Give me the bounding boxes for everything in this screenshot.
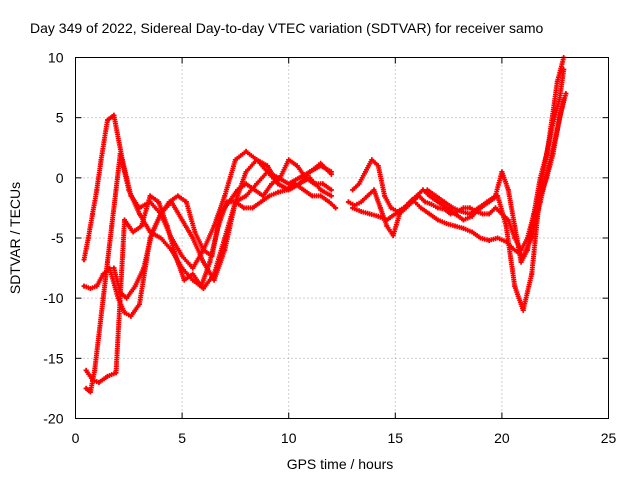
series-trace (111, 157, 334, 301)
x-tick-label: 15 (388, 430, 404, 446)
series-sat-i (424, 67, 567, 265)
series-sat-e (111, 157, 334, 301)
series-sat-f (350, 55, 567, 313)
y-tick-label: 5 (56, 110, 64, 126)
chart-title: Day 349 of 2022, Sidereal Day-to-day VTE… (30, 20, 543, 36)
x-tick-label: 5 (178, 430, 186, 446)
series-trace (83, 181, 339, 385)
series-trace (424, 67, 567, 265)
y-tick-label: -10 (43, 290, 63, 306)
series-sat-d (83, 181, 339, 385)
y-tick-label: 0 (56, 170, 64, 186)
x-axis-label: GPS time / hours (287, 456, 394, 472)
data-marks (81, 55, 569, 395)
x-tick-label: 25 (601, 430, 617, 446)
series-sat-h (350, 97, 567, 259)
y-axis: -20 -15 -10 -5 0 5 10 (43, 50, 609, 427)
x-tick-label: 0 (72, 430, 80, 446)
x-axis: 0 5 10 15 20 25 (72, 57, 617, 446)
series-trace (350, 97, 567, 259)
series-sat-a (81, 112, 334, 271)
x-tick-label: 20 (494, 430, 510, 446)
y-tick-label: -20 (43, 411, 63, 427)
y-tick-label: -15 (43, 350, 63, 366)
y-tick-label: 10 (48, 50, 64, 66)
series-trace (81, 112, 334, 271)
series-trace (350, 55, 567, 313)
x-tick-label: 10 (281, 430, 297, 446)
y-axis-label: SDTVAR / TECUs (7, 182, 23, 294)
y-tick-label: -5 (51, 230, 64, 246)
